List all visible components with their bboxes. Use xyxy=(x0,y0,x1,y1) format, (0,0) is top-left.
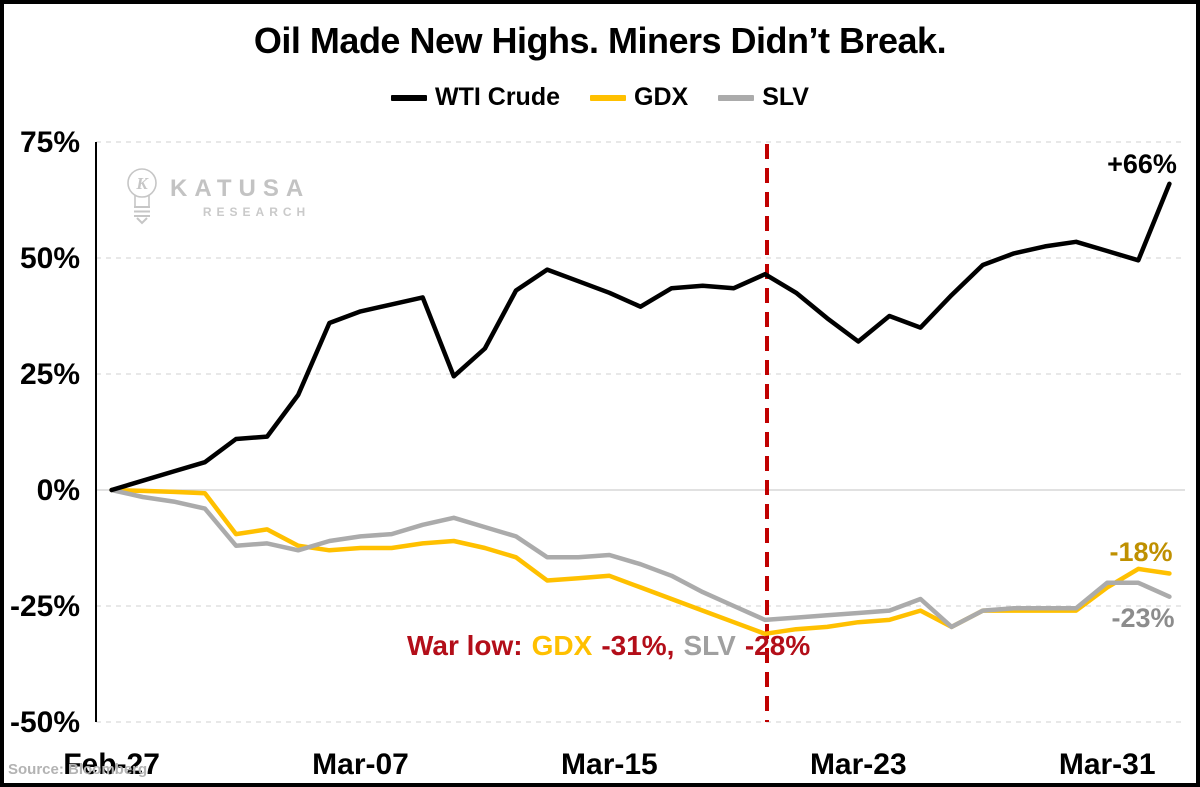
legend-item-gdx: GDX xyxy=(590,83,688,112)
y-axis-tick-label: 50% xyxy=(20,242,80,275)
war-low-slv-value: -28% xyxy=(744,630,811,661)
page-title: Oil Made New Highs. Miners Didn’t Break. xyxy=(253,20,947,61)
watermark-subtitle: RESEARCH xyxy=(202,204,311,219)
chart-legend: WTI Crude GDX SLV xyxy=(0,83,1200,112)
war-low-gdx-label: GDX xyxy=(531,630,593,661)
slv-line-swatch-icon xyxy=(718,94,755,101)
legend-label-slv: SLV xyxy=(762,83,809,111)
legend-label-gdx: GDX xyxy=(634,83,689,111)
y-axis-tick-label: 75% xyxy=(20,126,80,159)
y-axis-tick-label: 0% xyxy=(37,474,80,507)
legend-item-slv: SLV xyxy=(718,83,809,112)
slv-end-value-label: -23% xyxy=(1111,603,1175,633)
y-axis-tick-label: 25% xyxy=(20,358,80,391)
legend-item-wti: WTI Crude xyxy=(391,83,560,112)
x-axis-tick-label: Mar-23 xyxy=(810,748,907,781)
x-axis-tick-label: Mar-15 xyxy=(561,748,658,781)
y-axis-tick-label: -50% xyxy=(10,706,80,739)
gdx-end-value-label: -18% xyxy=(1109,537,1173,567)
gdx-line-swatch-icon xyxy=(590,94,627,101)
wti-crude-line xyxy=(109,181,1172,493)
source-credit: Source: Bloomberg xyxy=(8,761,148,778)
slv-line xyxy=(109,487,1172,630)
lightbulb-icon: K xyxy=(127,168,157,225)
war-low-annotation: War low: GDX -31%, SLV -28% xyxy=(407,630,810,662)
war-low-slv-label: SLV xyxy=(683,630,736,661)
y-axis-tick-label: -25% xyxy=(10,590,80,623)
katusa-watermark: K KATUSA RESEARCH xyxy=(122,166,310,228)
watermark-name: KATUSA xyxy=(170,174,311,202)
wti-line-swatch-icon xyxy=(391,94,428,101)
x-axis-tick-label: Mar-31 xyxy=(1059,748,1156,781)
x-axis-tick-label: Feb-27 xyxy=(63,748,160,781)
legend-label-wti: WTI Crude xyxy=(435,83,561,111)
war-low-prefix: War low: xyxy=(407,630,523,661)
watermark-text: KATUSA RESEARCH xyxy=(170,174,311,219)
war-low-gdx-value: -31%, xyxy=(601,630,675,661)
x-axis-tick-label: Mar-07 xyxy=(312,748,409,781)
wti-end-value-label: +66% xyxy=(1107,149,1177,179)
svg-text:K: K xyxy=(135,174,149,193)
